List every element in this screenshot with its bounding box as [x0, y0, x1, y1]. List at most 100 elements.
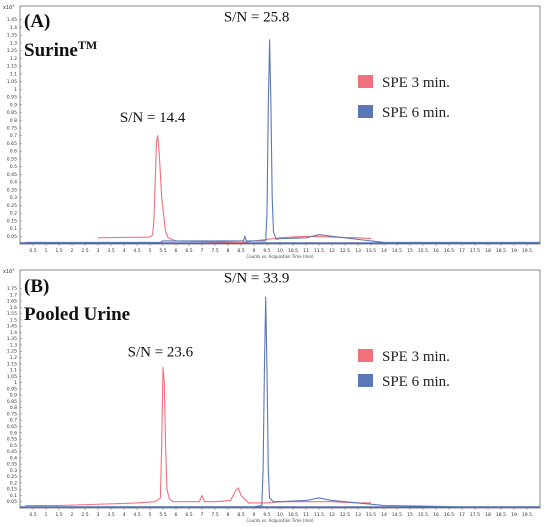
x-tick-label: 10.5 — [288, 512, 298, 518]
x-tick-label: 13 — [355, 248, 361, 254]
x-tick-label: 19 — [511, 248, 517, 254]
y-tick-label: 1.5 — [10, 317, 17, 323]
x-tick-label: 16.5 — [444, 512, 454, 518]
x-tick-label: 8.5 — [237, 248, 244, 254]
legend-swatch — [358, 349, 373, 362]
y-tick-label: 1.15 — [7, 361, 17, 367]
x-tick-label: 5 — [149, 248, 152, 254]
y-exponent-power: 3 — [12, 4, 14, 8]
y-exponent-label: x103 — [3, 268, 15, 275]
y-tick-label: 1.1 — [10, 368, 17, 374]
x-tick-label: 14 — [381, 248, 387, 254]
x-tick-label: 9.5 — [263, 512, 270, 518]
y-tick-label: 0.1 — [10, 226, 17, 232]
signal-to-noise-label: S/N = 25.8 — [224, 9, 290, 25]
x-tick-label: 17 — [459, 512, 465, 518]
y-tick-label: 0.5 — [10, 443, 17, 449]
x-tick-label: 16 — [433, 248, 439, 254]
x-tick-label: 2.5 — [81, 512, 88, 518]
y-exponent-power: 3 — [12, 268, 14, 272]
x-tick-label: 5.5 — [159, 512, 166, 518]
x-tick-label: 0.5 — [29, 512, 36, 518]
x-tick-label: 19.5 — [522, 248, 532, 254]
y-tick-label: 1.2 — [10, 56, 17, 62]
x-tick-label: 17.5 — [470, 512, 480, 518]
y-tick-label: 0.5 — [10, 164, 17, 170]
y-exponent-label: x103 — [3, 4, 15, 11]
x-tick-label: 9 — [253, 512, 256, 518]
x-tick-label: 12.5 — [340, 248, 350, 254]
y-tick-label: 0.8 — [10, 118, 17, 124]
y-tick-label: 1.25 — [7, 349, 17, 355]
y-tick-label: 1.35 — [7, 336, 17, 342]
x-tick-label: 14 — [381, 512, 387, 518]
y-tick-label: 0.55 — [7, 437, 17, 443]
x-tick-label: 2.5 — [81, 248, 88, 254]
x-tick-label: 7 — [201, 248, 204, 254]
y-tick-label: 1.4 — [10, 25, 17, 31]
y-tick-label: 1.6 — [10, 305, 17, 311]
y-tick-label: 1.45 — [7, 324, 17, 330]
legend-swatch — [358, 75, 373, 88]
y-tick-label: 0.75 — [7, 126, 17, 132]
y-tick-label: 0.6 — [10, 430, 17, 436]
x-tick-label: 2 — [71, 512, 74, 518]
legend-entry: SPE 3 min. — [382, 75, 450, 91]
y-tick-label: 1.2 — [10, 355, 17, 361]
x-tick-label: 10 — [277, 248, 283, 254]
y-tick-label: 0.95 — [7, 95, 17, 101]
x-tick-label: 13.5 — [366, 248, 376, 254]
chart-panel-1: x103 0.05 0.1 0.150.2 0.25 0.3 0.350.4 0.45 0.5 0… — [3, 4, 541, 259]
signal-to-noise-label: S/N = 23.6 — [128, 344, 194, 360]
y-tick-label: 0.05 — [7, 234, 17, 240]
x-tick-label: 16 — [433, 512, 439, 518]
y-tick-label: 0.2 — [10, 211, 17, 217]
y-tick-label: 1.65 — [7, 299, 17, 305]
x-tick-label: 4.5 — [133, 248, 140, 254]
y-tick-label: 0.7 — [10, 133, 17, 139]
y-tick-label: 1.05 — [7, 374, 17, 380]
x-tick-label: 7 — [201, 512, 204, 518]
y-tick-label: 0.2 — [10, 480, 17, 486]
y-tick-label: 1.75 — [7, 286, 17, 292]
y-tick-label: 0.85 — [7, 399, 17, 405]
x-tick-label: 3 — [97, 248, 100, 254]
x-tick-label: 1 — [45, 248, 48, 254]
y-tick-label: 1.3 — [10, 342, 17, 348]
y-tick-label: 0.9 — [10, 393, 17, 399]
sample-name: SurineTM — [24, 38, 97, 61]
x-tick-label: 3.5 — [107, 512, 114, 518]
y-tick-label: 0.4 — [10, 455, 17, 461]
y-tick-label: 0.05 — [7, 499, 17, 505]
x-tick-label: 0.5 — [29, 248, 36, 254]
x-tick-label: 6.5 — [185, 512, 192, 518]
x-tick-label: 1.5 — [55, 512, 62, 518]
x-tick-label: 15.5 — [418, 512, 428, 518]
y-tick-label: 1.1 — [10, 71, 17, 77]
x-tick-label: 2 — [71, 248, 74, 254]
y-tick-label: 0.55 — [7, 156, 17, 162]
x-tick-label: 6 — [175, 512, 178, 518]
x-tick-label: 5.5 — [159, 248, 166, 254]
y-tick-label: 0.6 — [10, 149, 17, 155]
x-tick-label: 12.5 — [340, 512, 350, 518]
sample-name: Pooled Urine — [24, 304, 130, 325]
legend-entry: SPE 6 min. — [382, 105, 450, 121]
y-tick-label: 0.25 — [7, 474, 17, 480]
legend-swatch — [358, 374, 373, 387]
panel-label: (A) — [24, 11, 50, 32]
x-tick-label: 10 — [277, 512, 283, 518]
x-tick-label: 10.5 — [288, 248, 298, 254]
x-tick-label: 7.5 — [211, 512, 218, 518]
x-tick-label: 13.5 — [366, 512, 376, 518]
y-tick-label: 0.9 — [10, 102, 17, 108]
x-tick-label: 14.5 — [392, 512, 402, 518]
legend-entry: SPE 3 min. — [382, 349, 450, 365]
y-tick-label: 1 — [14, 87, 17, 93]
series-line-spe-6-min — [25, 296, 540, 508]
x-tick-label: 14.5 — [392, 248, 402, 254]
x-tick-label: 17 — [459, 248, 465, 254]
sample-name-superscript: TM — [78, 38, 97, 52]
y-tick-label: 1 — [14, 380, 17, 386]
